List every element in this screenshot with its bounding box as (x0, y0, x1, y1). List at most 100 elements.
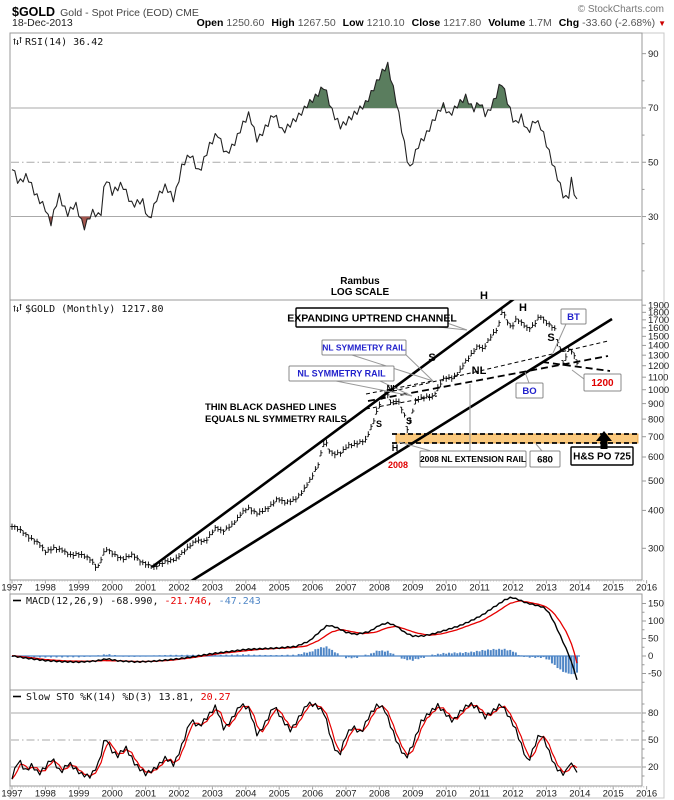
axis-tick-label: 100 (648, 616, 664, 627)
price-bars (10, 309, 579, 571)
header-row-1: $GOLD Gold - Spot Price (EOD) CME (12, 3, 199, 21)
year-label: 2003 (202, 583, 223, 594)
price-annotations: EXPANDING UPTREND CHANNEL NL SYMMETRY RAI… (205, 290, 634, 470)
year-label: 2009 (402, 789, 423, 800)
axis-tick-label: 1200 (648, 361, 669, 372)
rsi-plot (11, 61, 641, 231)
low-label: Low (342, 17, 364, 29)
year-label: 2007 (335, 583, 356, 594)
breakout-label: BO (515, 382, 544, 399)
axis-tick-label: 90 (648, 49, 659, 60)
year-label: 2016 (636, 789, 657, 800)
year-label: 2011 (469, 789, 489, 800)
axis-tick-label: 50 (648, 157, 659, 168)
low-value: 1210.10 (366, 17, 405, 29)
neckline-2008-label: NL (387, 384, 398, 393)
year-label: 2002 (168, 583, 189, 594)
axes: 9070503019001800170016001500140013001200… (1, 49, 669, 800)
year-label: 2007 (335, 789, 356, 800)
year-label: 1998 (35, 789, 56, 800)
year-label: 1998 (35, 583, 56, 594)
expanding-uptrend-channel-label-text: EXPANDING UPTREND CHANNEL (287, 312, 457, 324)
main-panel-label: $GOLD (Monthly) 1217.80 (13, 303, 163, 315)
quote-summary: Open 1250.60 High 1267.50 Low 1210.10 Close 121… (190, 17, 666, 29)
backtest-label: BT (560, 308, 587, 325)
symbol-description: Gold - Spot Price (EOD) CME (60, 7, 199, 19)
copyright: © StockCharts.com (577, 4, 664, 15)
macd-panel-label: MACD(12,26,9) -68.990, -21.746, -47.243 (13, 596, 261, 607)
chart-type-icon (13, 37, 22, 45)
close-label: Close (411, 17, 441, 29)
shoulder-2008-left-label: S (376, 419, 382, 429)
axis-tick-label: 70 (648, 103, 659, 114)
macd-value-2: -21.746, (158, 596, 213, 607)
macd-value-1: -68.990, (110, 596, 159, 607)
axis-tick-label: 80 (648, 708, 659, 719)
backtest-label-text: BT (567, 312, 580, 323)
axis-tick-label: 400 (648, 506, 664, 517)
year-label: 2011 (469, 583, 489, 594)
price-680-label: 680 (529, 450, 561, 468)
axis-tick-label: 1800 (648, 308, 669, 319)
year-label: 2009 (402, 583, 423, 594)
year-label: 2008 (369, 583, 390, 594)
legend-line-icon (13, 695, 21, 698)
year-label: 2014 (569, 789, 590, 800)
watermark-author: Rambus (340, 276, 380, 287)
neckline-label: NL (472, 365, 487, 377)
change-down-triangle-icon: ▼ (658, 19, 666, 28)
watermark-scale: LOG SCALE (330, 287, 390, 298)
axis-tick-label: 1100 (648, 372, 668, 383)
nl-neckline-dashed (367, 355, 609, 402)
symmetry-rail-short-lower (365, 395, 438, 410)
year-label: 2014 (569, 583, 590, 594)
shoulder-2008-right-label: S (406, 416, 412, 426)
year-label: 1997 (1, 583, 22, 594)
year-label: 2006 (302, 583, 323, 594)
nl-symmetry-rail-label-lower: NL SYMMETRY RAIL (288, 365, 395, 382)
nl-symmetry-rail-label-upper: NL SYMMETRY RAIL (321, 339, 407, 356)
axis-tick-label: 50 (648, 634, 659, 645)
year-label: 2012 (502, 583, 523, 594)
axis-tick-label: 1900 (648, 300, 669, 311)
sto-value-1: 13.81, (158, 692, 195, 703)
symmetry-rail-short-upper (365, 380, 433, 395)
axis-tick-label: 1500 (648, 332, 669, 343)
axis-tick-label: 150 (648, 599, 664, 610)
year-label: 2005 (269, 583, 290, 594)
year-label: 2013 (536, 583, 557, 594)
extension-rail-label: 2008 NL EXTENSION RAIL (419, 450, 527, 468)
axis-tick-label: 1300 (648, 350, 669, 361)
axis-tick-label: 300 (648, 543, 664, 554)
year-label: 2003 (202, 789, 223, 800)
year-label: 2004 (235, 583, 256, 594)
rsi-panel (9, 32, 643, 301)
axis-tick-label: 800 (648, 414, 664, 425)
main-label-text: $GOLD (Monthly) 1217.80 (25, 304, 164, 315)
sto-label-text: Slow STO %K(14) %D(3) (26, 692, 159, 703)
chart-type-icon (13, 304, 22, 312)
sto-value-2: 20.27 (194, 692, 231, 703)
price-1200-label-text: 1200 (591, 378, 614, 389)
year-label: 2000 (102, 583, 123, 594)
year-label: 2004 (235, 789, 256, 800)
expanding-uptrend-channel-label: EXPANDING UPTREND CHANNEL (287, 307, 457, 328)
extension-rail-label-text: 2008 NL EXTENSION RAIL (420, 454, 526, 464)
year-label: 1997 (1, 789, 22, 800)
year-label: 2010 (436, 583, 457, 594)
volume-value: 1.7M (528, 17, 552, 29)
close-value: 1217.80 (443, 17, 482, 29)
year-label: 2001 (135, 789, 156, 800)
axis-tick-label: 1600 (648, 323, 669, 334)
year-label: 2008 (369, 789, 390, 800)
high-value: 1267.50 (297, 17, 336, 29)
head-2012-label: H (519, 302, 527, 314)
axis-tick-label: 20 (648, 762, 659, 773)
chg-value: -33.60 (-2.68%) (582, 17, 656, 29)
year-label: 2015 (603, 583, 624, 594)
volume-label: Volume (488, 17, 526, 29)
po-target-arrow (596, 431, 612, 449)
nl-symmetry-rail-label-lower-text: NL SYMMETRY RAIL (297, 369, 386, 379)
